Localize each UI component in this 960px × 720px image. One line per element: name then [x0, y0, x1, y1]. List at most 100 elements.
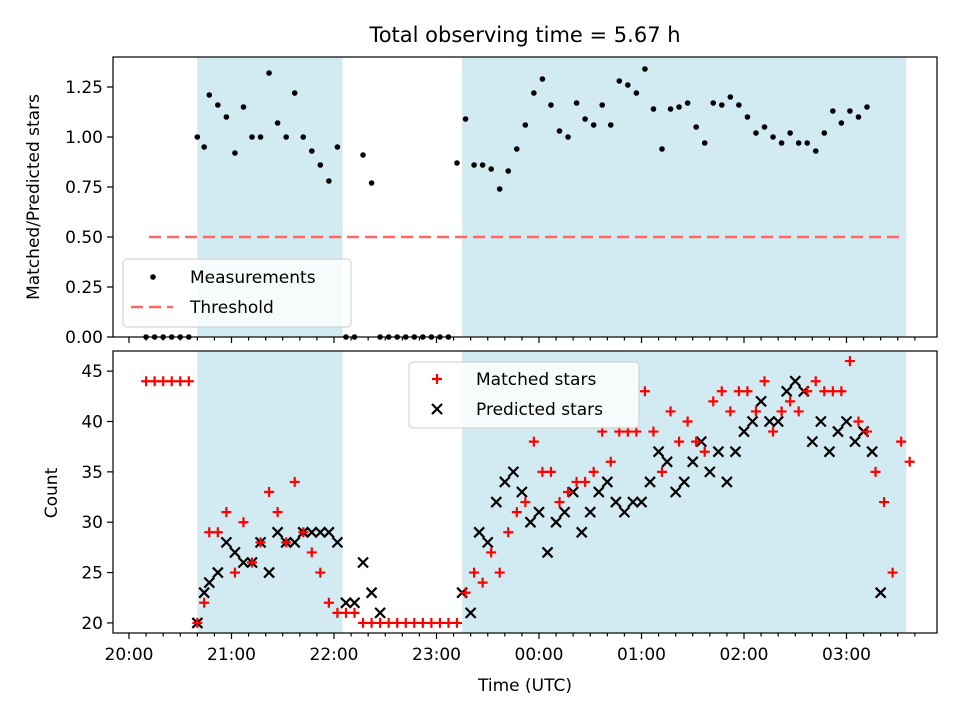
measurement-point	[274, 120, 281, 126]
matched-star-marker	[639, 386, 650, 397]
x-tick-label: 21:00	[207, 645, 256, 665]
matched-star-marker	[802, 386, 813, 397]
predicted-star-marker	[203, 576, 216, 589]
matched-star-marker	[281, 537, 292, 548]
matched-star-marker	[494, 567, 505, 578]
measurement-point	[659, 146, 665, 152]
predicted-star-marker	[866, 445, 878, 458]
predicted-star-marker	[533, 506, 545, 518]
predicted-star-marker	[823, 445, 836, 458]
top-legend-box	[122, 258, 352, 328]
predicted-star-marker	[473, 526, 485, 539]
predicted-star-marker	[772, 415, 784, 428]
predicted-star-marker	[212, 566, 224, 579]
measurement-point	[847, 108, 853, 114]
y-tick-label: 30	[81, 513, 103, 533]
top-panel: 0.00 0.25 0.50 0.75 1.00 1.25 Matched/Predict…	[24, 56, 938, 348]
legend-matched-marker	[432, 374, 442, 384]
matched-star-marker	[511, 507, 522, 518]
matched-star-marker	[166, 376, 177, 387]
measurement-point	[300, 134, 307, 140]
bottom-y-axis-label: Count	[42, 467, 62, 518]
matched-star-marker	[426, 617, 437, 628]
predicted-star-marker	[840, 415, 853, 428]
predicted-star-marker	[348, 597, 361, 609]
bottom-axes-frame	[112, 350, 938, 634]
x-tick-label: 00:00	[515, 645, 564, 665]
measurement-point	[308, 148, 315, 154]
matched-star-marker	[691, 436, 702, 447]
matched-star-marker	[409, 617, 420, 628]
predicted-star-marker	[738, 425, 750, 438]
legend-predicted-marker	[431, 403, 443, 415]
y-tick-label: 0.00	[65, 328, 103, 348]
predicted-star-marker	[661, 456, 673, 468]
measurement-point	[625, 82, 631, 88]
matched-star-marker	[306, 547, 317, 558]
matched-star-marker	[768, 426, 779, 437]
predicted-star-marker	[644, 476, 656, 488]
matched-star-marker	[896, 436, 907, 447]
measurement-point	[590, 122, 597, 128]
matched-star-marker	[323, 597, 334, 608]
matched-star-marker	[332, 607, 343, 618]
observing-window	[462, 57, 907, 337]
matched-star-marker	[563, 487, 574, 497]
bottom-legend: Matched stars Predicted stars	[408, 361, 640, 429]
measurement-point	[215, 102, 221, 108]
predicted-star-marker	[263, 566, 275, 579]
measurement-point	[710, 100, 717, 106]
measurement-point	[201, 144, 207, 150]
matched-star-marker	[486, 547, 497, 558]
measurement-point	[795, 140, 802, 146]
y-tick-label: 0.25	[65, 278, 103, 298]
legend-measurements-marker	[150, 274, 156, 280]
matched-star-marker	[221, 507, 232, 518]
measurement-point	[744, 114, 751, 120]
matched-star-marker	[571, 476, 582, 487]
predicted-star-marker	[695, 435, 708, 448]
measurement-point	[488, 166, 494, 172]
measurement-point	[556, 128, 563, 134]
matched-star-marker	[528, 436, 539, 447]
predicted-star-marker	[635, 496, 648, 508]
predicted-star-marker	[340, 597, 352, 609]
measurement-point	[573, 100, 580, 106]
predicted-star-marker	[678, 476, 690, 488]
predicted-star-marker	[627, 496, 639, 508]
measurement-point	[539, 76, 546, 82]
measurement-point	[257, 134, 264, 140]
measurement-point	[761, 124, 768, 130]
predicted-star-marker	[712, 445, 725, 458]
measurement-point	[249, 134, 255, 140]
measurement-point	[471, 162, 477, 168]
matched-star-marker	[537, 466, 548, 477]
measurement-points	[143, 66, 870, 340]
matched-star-marker	[383, 617, 394, 628]
predicted-star-marker	[306, 526, 318, 539]
x-tick-label: 22:00	[310, 645, 359, 665]
measurement-point	[753, 130, 759, 136]
matched-star-marker	[149, 376, 160, 387]
matched-star-marker	[742, 386, 753, 397]
matched-star-marker	[605, 456, 616, 467]
matched-star-marker	[588, 466, 599, 477]
y-tick-label: 0.50	[65, 228, 103, 248]
matched-star-marker	[699, 446, 710, 457]
matched-star-marker	[298, 527, 309, 538]
matched-star-marker	[520, 497, 531, 508]
matched-star-marker	[665, 406, 676, 417]
y-tick-label: 35	[81, 463, 103, 483]
matched-star-marker	[827, 386, 838, 397]
matched-star-marker	[349, 607, 360, 618]
measurement-point	[206, 92, 213, 98]
measurement-point	[804, 140, 811, 146]
legend-plus	[432, 374, 442, 384]
predicted-star-marker	[874, 586, 887, 599]
predicted-star-marker	[746, 415, 759, 428]
matched-star-marker	[844, 356, 855, 367]
predicted-star-marker	[618, 506, 631, 518]
measurement-point	[240, 104, 247, 110]
predicted-star-marker	[365, 586, 378, 599]
measurement-point	[787, 130, 793, 136]
